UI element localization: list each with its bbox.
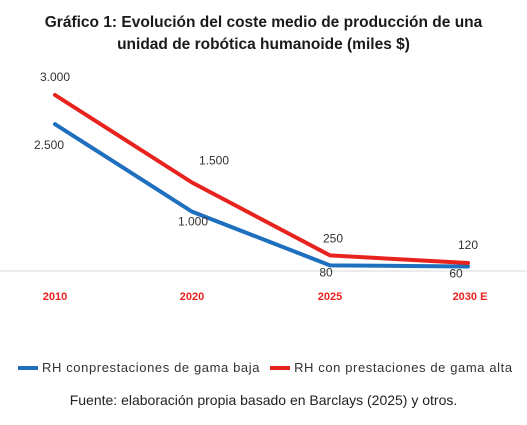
data-label-series-2-3: 250 [323, 231, 343, 245]
series-line-1 [53, 122, 470, 269]
data-label-series-1-1: 2.500 [34, 138, 64, 152]
data-label-series-2-1: 3.000 [40, 70, 70, 84]
x-tick-label-4: 2030 E [453, 291, 488, 303]
chart-title-line-2: unidad de robótica humanoide (miles $) [117, 36, 410, 53]
data-label-series-2-2: 1.500 [199, 154, 229, 168]
legend-label-1: RH conprestaciones de gama baja [42, 360, 261, 375]
data-label-series-2-4: 120 [458, 238, 478, 252]
chart-title-line-1: Gráfico 1: Evolución del coste medio de … [44, 14, 483, 31]
series-line-2 [53, 93, 470, 265]
source-note: Fuente: elaboración propia basado en Bar… [69, 392, 458, 408]
legend-swatch-2 [270, 365, 291, 370]
x-tick-label-3: 2025 [318, 291, 342, 303]
x-tick-label-1: 2010 [43, 291, 67, 303]
data-label-series-1-3: 80 [319, 265, 333, 279]
legend: RH conprestaciones de gama baja RH con pr… [18, 360, 518, 375]
data-label-series-1-4: 60 [449, 267, 463, 281]
legend-item-2: RH con prestaciones de gama alta [270, 360, 513, 375]
legend-label-2: RH con prestaciones de gama alta [294, 360, 513, 375]
chart-title: Gráfico 1: Evolución del coste medio de … [0, 12, 527, 56]
data-label-series-1-2: 1.000 [178, 215, 208, 229]
legend-swatch-1 [18, 365, 38, 370]
legend-item-1: RH conprestaciones de gama baja [18, 360, 260, 375]
x-tick-label-2: 2020 [180, 291, 204, 303]
